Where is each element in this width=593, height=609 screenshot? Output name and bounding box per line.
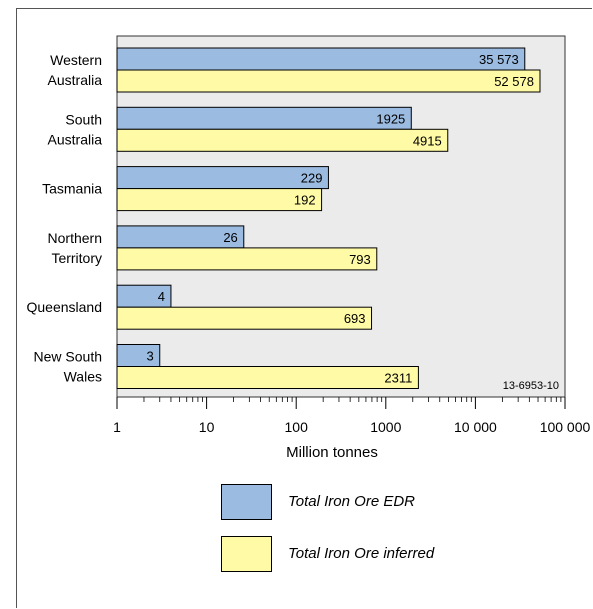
category-label: Australia [48, 72, 103, 88]
x-axis-label: Million tonnes [286, 444, 378, 461]
bar-inferred [116, 306, 373, 330]
data-label: 4915 [413, 133, 442, 148]
figure-frame [16, 8, 592, 608]
data-label: 793 [349, 252, 371, 267]
bar-inferred [116, 247, 378, 271]
category-label: Australia [48, 131, 103, 147]
x-tick-label: 1 [113, 419, 121, 435]
data-label: 192 [294, 193, 316, 208]
data-label: 26 [223, 230, 237, 245]
data-label: 1925 [376, 111, 405, 126]
category-label: New South [34, 349, 102, 365]
plot-area [116, 35, 566, 398]
category-label: South [65, 111, 102, 127]
x-tick-label: 10 [199, 419, 215, 435]
legend-label-edr: Total Iron Ore EDR [288, 493, 415, 510]
data-label: 693 [344, 311, 366, 326]
category-label: Tasmania [42, 181, 102, 197]
data-label: 3 [147, 349, 154, 364]
x-tick-label: 1000 [370, 419, 401, 435]
bar-inferred [116, 188, 323, 212]
data-label: 4 [158, 289, 165, 304]
bar-edr [116, 106, 412, 130]
data-label: 2311 [384, 371, 412, 386]
bar-inferred [116, 128, 449, 152]
category-label: Queensland [26, 299, 102, 315]
data-label: 52 578 [494, 74, 534, 89]
legend-label-inferred: Total Iron Ore inferred [288, 545, 435, 562]
figure-code: 13-6953-10 [503, 380, 559, 392]
bar-inferred [116, 69, 541, 93]
category-label: Wales [64, 369, 102, 385]
bar-edr [116, 166, 329, 190]
category-label: Western [50, 52, 102, 68]
category-label: Territory [51, 250, 102, 266]
data-label: 229 [301, 171, 323, 186]
x-tick-label: 10 000 [454, 419, 497, 435]
x-tick-label: 100 000 [540, 419, 591, 435]
legend-swatch-edr [221, 484, 272, 520]
bar-inferred [116, 366, 419, 389]
legend-swatch-inferred [221, 536, 272, 572]
category-label: Northern [48, 230, 102, 246]
data-label: 35 573 [479, 52, 519, 67]
x-tick-label: 100 [285, 419, 309, 435]
bar-edr [116, 47, 526, 71]
